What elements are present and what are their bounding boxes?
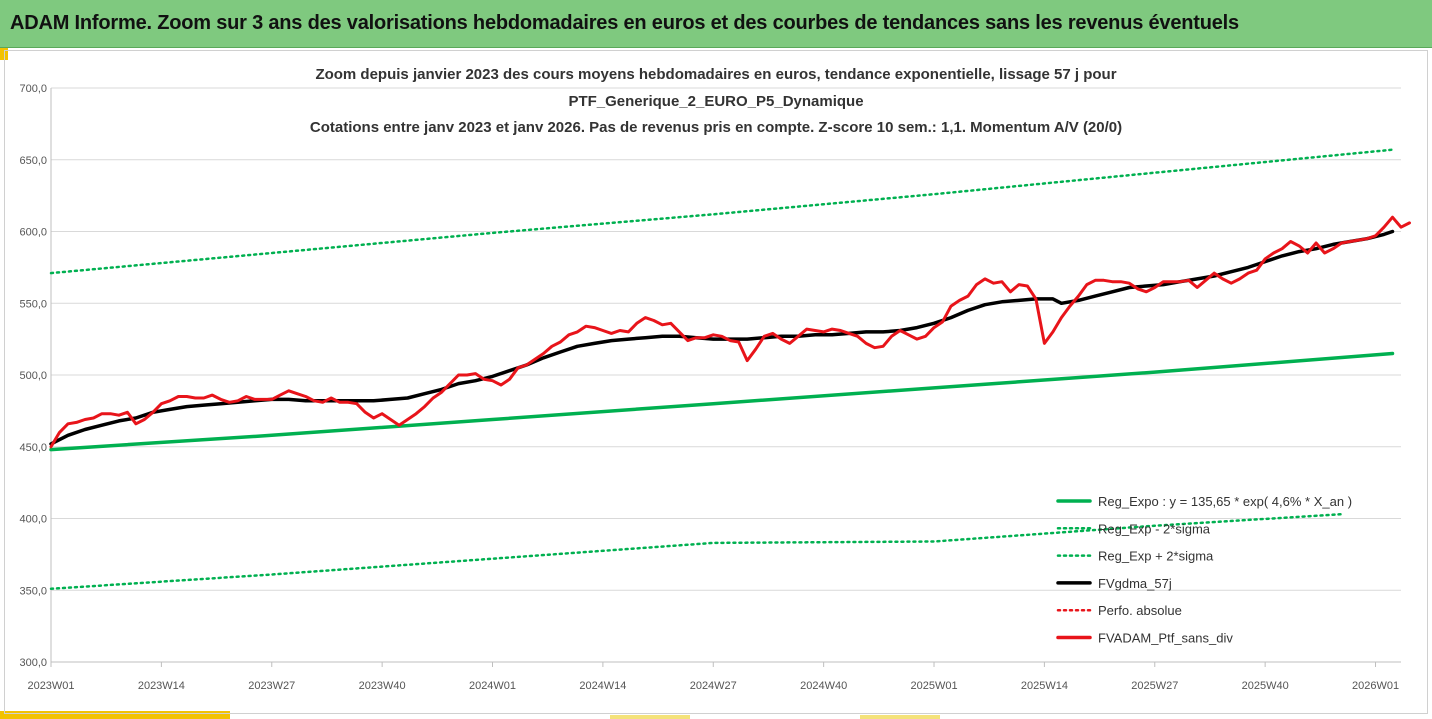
legend-label-5: FVADAM_Ptf_sans_div <box>1098 631 1233 646</box>
chart-area <box>4 50 1428 714</box>
accent-bottom-mid <box>610 715 690 719</box>
x-tick-label: 2025W40 <box>1242 680 1289 692</box>
series-line-0 <box>49 351 1395 452</box>
y-tick-label: 400,0 <box>19 514 47 526</box>
x-tick-label: 2024W01 <box>469 680 516 692</box>
x-tick-label: 2025W27 <box>1131 680 1178 692</box>
y-tick-label: 550,0 <box>19 298 47 310</box>
chart-title-line-2: PTF_Generique_2_EURO_P5_Dynamique <box>568 93 864 110</box>
legend-label-2: Reg_Exp + 2*sigma <box>1098 549 1214 564</box>
y-tick-label: 500,0 <box>19 370 47 382</box>
y-tick-label: 700,0 <box>19 83 47 95</box>
x-tick-label: 2025W14 <box>1021 680 1068 692</box>
y-tick-label: 450,0 <box>19 442 47 454</box>
x-tick-label: 2023W40 <box>359 680 406 692</box>
series-line-2 <box>49 148 1394 275</box>
y-tick-label: 600,0 <box>19 227 47 239</box>
accent-bottom-right <box>860 715 940 719</box>
x-tick-label: 2024W27 <box>690 680 737 692</box>
report-title: ADAM Informe. Zoom sur 3 ans des valoris… <box>10 12 1239 34</box>
x-tick-label: 2026W01 <box>1352 680 1399 692</box>
legend-label-0: Reg_Expo : y = 135,65 * exp( 4,6% * X_an… <box>1098 494 1352 509</box>
x-tick-label: 2023W14 <box>138 680 185 692</box>
legend-label-4: Perfo. absolue <box>1098 603 1182 618</box>
x-tick-label: 2024W14 <box>579 680 626 692</box>
accent-bottom-left <box>0 711 230 719</box>
y-tick-label: 650,0 <box>19 155 47 167</box>
series-line-5 <box>49 215 1411 449</box>
x-tick-label: 2025W01 <box>910 680 957 692</box>
y-tick-label: 350,0 <box>19 585 47 597</box>
series-line-1 <box>49 512 1343 591</box>
chart-title-line-3: Cotations entre janv 2023 et janv 2026. … <box>309 119 1123 136</box>
chart-title-line-1: Zoom depuis janvier 2023 des cours moyen… <box>315 66 1117 83</box>
legend-label-1: Reg_Exp - 2*sigma <box>1098 521 1211 536</box>
x-tick-label: 2024W40 <box>800 680 847 692</box>
legend-label-3: FVgdma_57j <box>1098 576 1172 591</box>
report-banner: ADAM Informe. Zoom sur 3 ans des valoris… <box>0 0 1432 48</box>
y-tick-label: 300,0 <box>19 657 47 669</box>
x-tick-label: 2023W01 <box>27 680 74 692</box>
x-tick-label: 2023W27 <box>248 680 295 692</box>
